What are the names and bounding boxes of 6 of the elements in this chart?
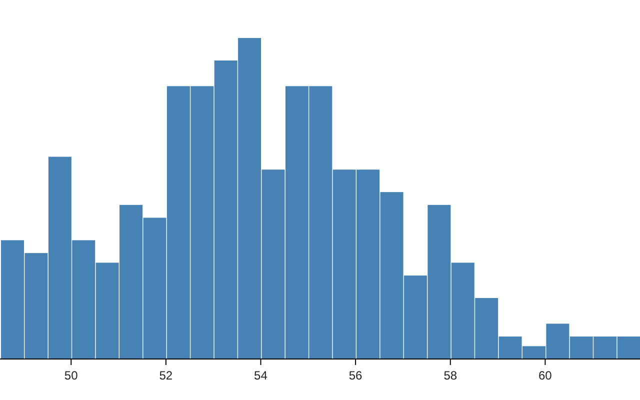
x-tick-label: 58	[444, 368, 458, 383]
x-tick-label: 50	[64, 368, 78, 383]
x-tick-label: 60	[538, 368, 552, 383]
x-tick-label: 56	[348, 368, 363, 383]
x-tick-label: 54	[254, 368, 268, 383]
x-tick-label: 52	[159, 368, 173, 383]
